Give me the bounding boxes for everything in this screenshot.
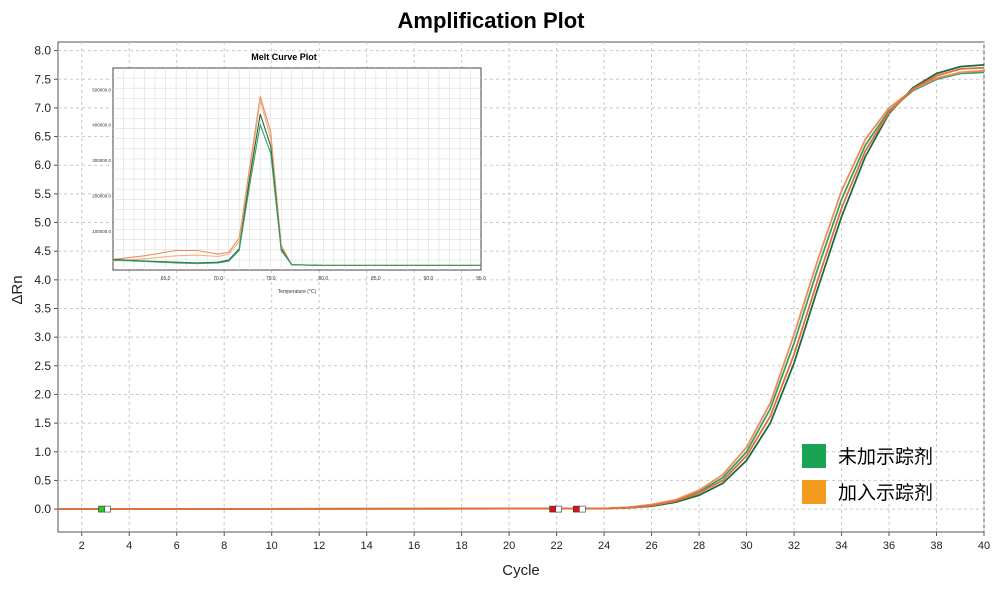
x-axis-label: Cycle (502, 562, 540, 579)
y-tick-label: 6.0 (34, 158, 51, 172)
inset-y-tick-label: 500000.0 (92, 87, 111, 92)
y-tick-label: 4.0 (34, 273, 51, 287)
x-tick-label: 38 (930, 540, 942, 552)
y-tick-label: 2.5 (34, 359, 51, 373)
melt-series-3 (112, 122, 481, 266)
inset-y-tick-label: 300000.0 (92, 158, 111, 163)
x-tick-label: 24 (598, 540, 610, 552)
chart-title: Amplification Plot (398, 8, 586, 33)
inset-melt-curve: Melt Curve Plot 65.0 70.0 75.0 80.0 85.0 90.0… (92, 52, 486, 295)
y-tick-label: 8.0 (34, 44, 51, 58)
y-tick-label: 0.5 (34, 473, 51, 487)
y-tick-label: 7.5 (34, 72, 51, 86)
x-tick-label: 6 (174, 540, 180, 552)
x-tick-label: 40 (978, 540, 990, 552)
legend-label-traced: 加入示踪剂 (838, 482, 933, 504)
inset-x-tick-label: 65.0 (161, 276, 171, 282)
y-tick-label: 2.0 (34, 387, 51, 401)
marker-fill-1 (549, 505, 556, 513)
marker-box-1 (555, 505, 562, 513)
legend: 未加示踪剂 加入示踪剂 (802, 444, 933, 504)
legend-label-untraced: 未加示踪剂 (838, 446, 933, 468)
amplification-series-3 (57, 66, 985, 510)
inset-y-tick-label: 200000.0 (92, 194, 111, 199)
marker-box-0 (104, 505, 111, 513)
inset-y-tick-label: 400000.0 (92, 123, 111, 128)
legend-swatch-traced (802, 480, 826, 504)
x-tick-label: 28 (693, 540, 705, 552)
inset-title: Melt Curve Plot (251, 52, 317, 62)
x-tick-label: 12 (313, 540, 325, 552)
inset-grid (113, 68, 481, 270)
inset-y-tick-label: 100000.0 (92, 229, 111, 234)
legend-swatch-untraced (802, 444, 826, 468)
inset-x-tick-label: 95.0 (476, 276, 486, 282)
y-tick-label: 7.0 (34, 101, 51, 115)
main-series (57, 64, 985, 510)
x-tick-label: 8 (221, 540, 227, 552)
x-tick-label: 32 (788, 540, 800, 552)
x-tick-label: 36 (883, 540, 895, 552)
y-tick-label: 0.0 (34, 502, 51, 516)
x-tick-label: 30 (740, 540, 752, 552)
inset-x-tick-label: 70.0 (213, 276, 223, 282)
inset-x-axis-label: Temperature (°C) (278, 289, 317, 295)
y-tick-label: 6.5 (34, 130, 51, 144)
threshold-markers (98, 505, 586, 513)
inset-x-tick-label: 80.0 (318, 276, 328, 282)
x-tick-label: 22 (550, 540, 562, 552)
marker-fill-2 (573, 505, 580, 513)
x-tick-label: 20 (503, 540, 515, 552)
y-tick-label: 5.0 (34, 216, 51, 230)
x-tick-label: 4 (126, 540, 132, 552)
main-axis-ticks: 2 4 6 8 10 12 14 16 18 20 22 24 26 28 30 32 34 36 38 408.07… (34, 44, 990, 552)
marker-fill-0 (98, 505, 105, 513)
inset-series (112, 96, 481, 266)
y-axis-label: ΔRn (9, 275, 26, 304)
x-tick-label: 2 (79, 540, 85, 552)
x-tick-label: 10 (266, 540, 278, 552)
inset-x-tick-label: 90.0 (424, 276, 434, 282)
y-tick-label: 3.5 (34, 301, 51, 315)
inset-axis-ticks: 65.0 70.0 75.0 80.0 85.0 90.0 95.0 500000.0 4000… (92, 87, 486, 282)
x-tick-label: 34 (835, 540, 847, 552)
y-tick-label: 1.5 (34, 416, 51, 430)
y-tick-label: 3.0 (34, 330, 51, 344)
y-tick-label: 1.0 (34, 445, 51, 459)
x-tick-label: 16 (408, 540, 420, 552)
inset-x-tick-label: 85.0 (371, 276, 381, 282)
y-tick-label: 5.5 (34, 187, 51, 201)
x-tick-label: 18 (456, 540, 468, 552)
y-tick-label: 4.5 (34, 244, 51, 258)
main-grid (58, 42, 985, 532)
x-tick-label: 26 (645, 540, 657, 552)
inset-x-tick-label: 75.0 (266, 276, 276, 282)
marker-box-2 (579, 505, 586, 513)
x-tick-label: 14 (361, 540, 373, 552)
